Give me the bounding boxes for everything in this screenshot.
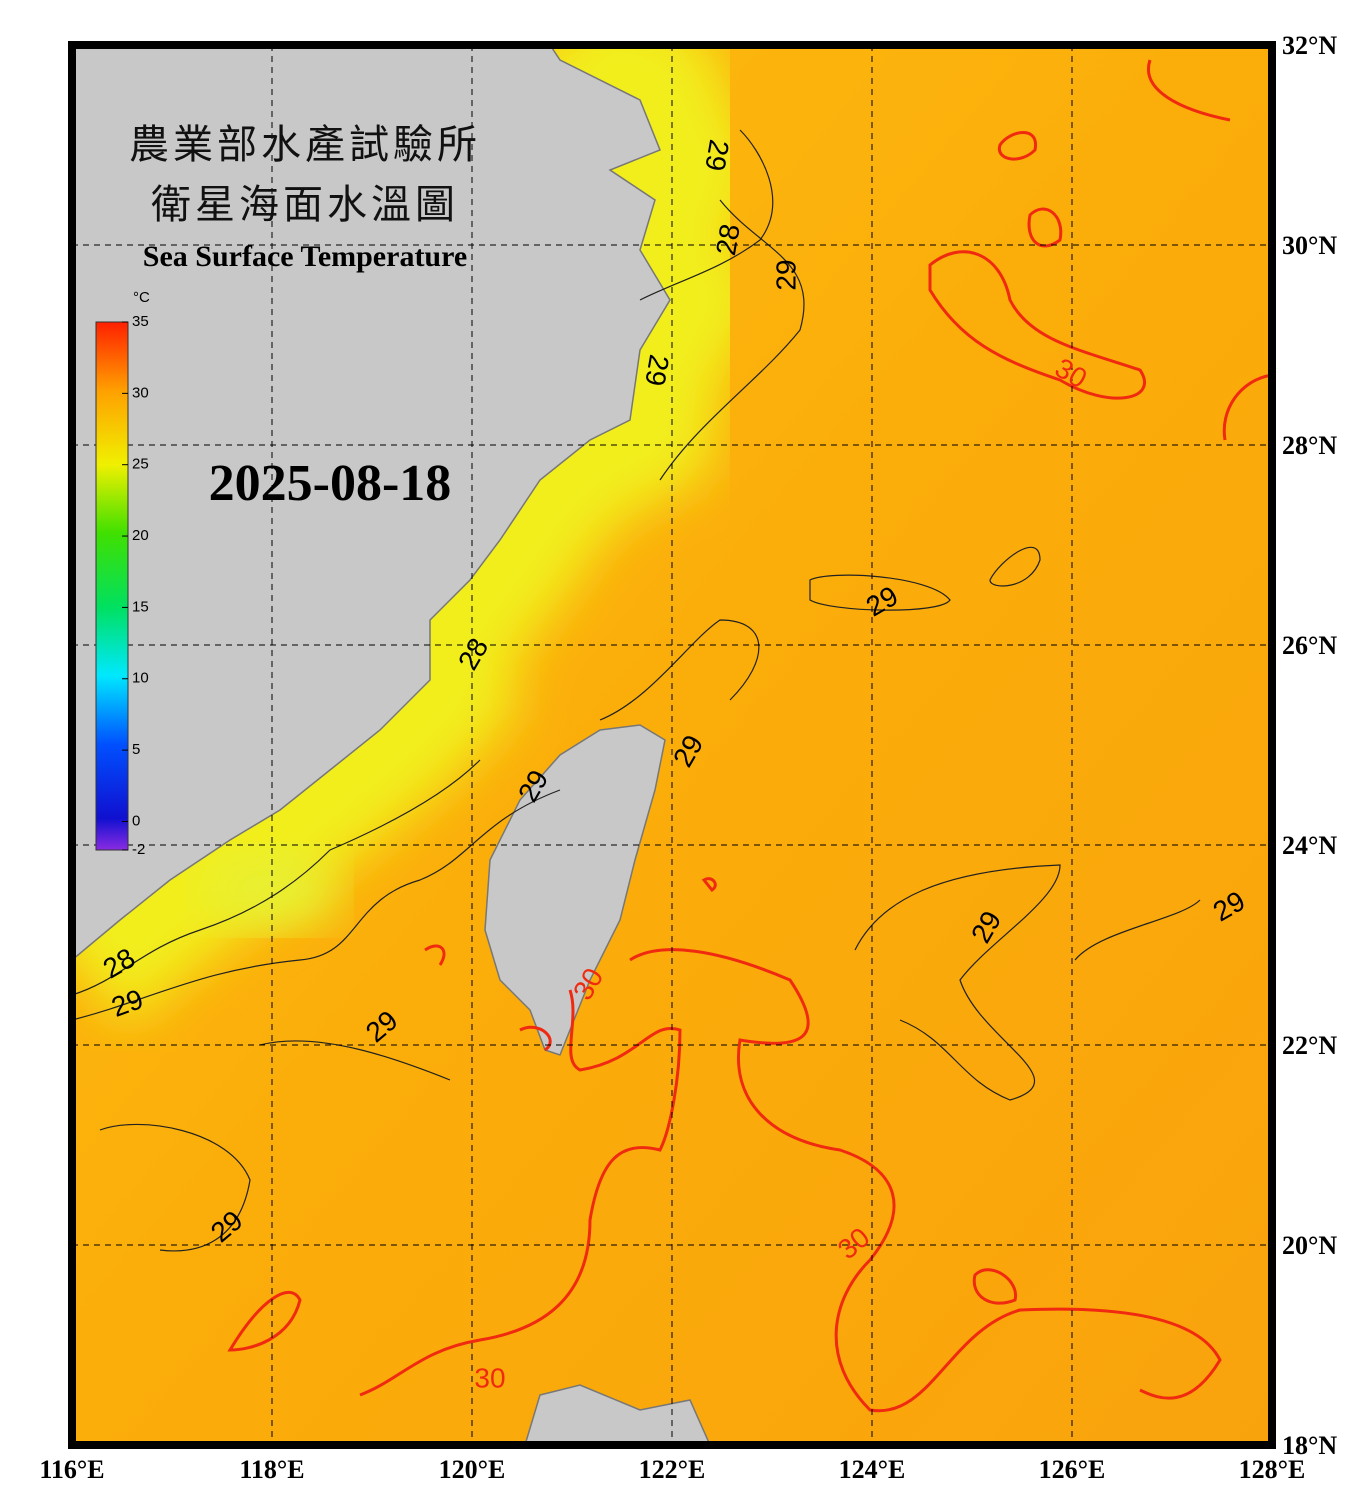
taiwan bbox=[484, 724, 666, 1056]
y-tick-label: 30°N bbox=[1282, 231, 1337, 260]
contour-label: 28 bbox=[710, 222, 746, 258]
colorbar-unit: °C bbox=[133, 289, 150, 306]
y-tick-label: 24°N bbox=[1282, 831, 1337, 860]
colorbar-tick-label: 10 bbox=[132, 670, 149, 687]
colorbar-tick-label: 30 bbox=[132, 384, 149, 401]
y-tick-label: 28°N bbox=[1282, 431, 1337, 460]
y-tick-label: 22°N bbox=[1282, 1031, 1337, 1060]
title-zh-1: 農業部水產試驗所 bbox=[129, 122, 481, 168]
cool-patch bbox=[200, 850, 340, 930]
colorbar-tick-label: 35 bbox=[132, 313, 149, 330]
y-tick-label: 20°N bbox=[1282, 1231, 1337, 1260]
contour-28 bbox=[72, 129, 774, 996]
x-tick-label: 126°E bbox=[1039, 1455, 1106, 1484]
contour-label: 29 bbox=[699, 137, 735, 173]
contour-29 bbox=[72, 199, 1201, 1252]
date: 2025-08-18 bbox=[209, 455, 452, 512]
x-tick-label: 118°E bbox=[239, 1455, 304, 1484]
title-zh-2: 衛星海面水溫圖 bbox=[151, 182, 459, 228]
contour-label: 29 bbox=[770, 259, 801, 290]
colorbar bbox=[95, 321, 129, 851]
colorbar-tick-label: 5 bbox=[132, 741, 140, 758]
colorbar-tick-label: -2 bbox=[132, 841, 145, 858]
x-tick-label: 116°E bbox=[39, 1455, 104, 1484]
map-frame bbox=[68, 41, 1276, 1449]
colorbar-ticks: 35 30 25 20 15 10 5 0 -2 bbox=[122, 313, 149, 858]
luzon bbox=[524, 1384, 711, 1445]
colorbar-tick-label: 15 bbox=[132, 598, 149, 615]
mainland bbox=[72, 45, 671, 961]
grid bbox=[72, 45, 1272, 1445]
x-tick-label: 128°E bbox=[1239, 1455, 1306, 1484]
colorbar-tick-label: 20 bbox=[132, 527, 149, 544]
colorbar-tick-label: 25 bbox=[132, 456, 149, 473]
y-tick-label: 32°N bbox=[1282, 31, 1337, 60]
contour-label: 29 bbox=[639, 352, 675, 388]
title-en: Sea Surface Temperature bbox=[143, 240, 467, 273]
contour-label: 30 bbox=[474, 1362, 505, 1393]
x-tick-label: 124°E bbox=[839, 1455, 906, 1484]
x-tick-label: 122°E bbox=[639, 1455, 706, 1484]
y-tick-label: 26°N bbox=[1282, 631, 1337, 660]
axis-labels: 116°E 118°E 120°E 122°E 124°E 126°E 128°E18°N 2… bbox=[39, 31, 1337, 1484]
contour-30 bbox=[227, 59, 1272, 1413]
x-tick-label: 120°E bbox=[439, 1455, 506, 1484]
y-tick-label: 18°N bbox=[1282, 1431, 1337, 1460]
colorbar-tick-label: 0 bbox=[132, 812, 140, 829]
